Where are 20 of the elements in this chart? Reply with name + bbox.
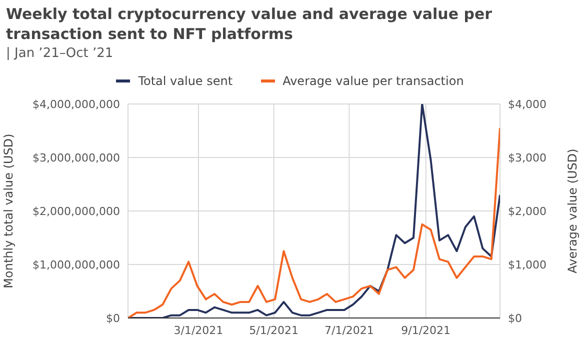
- x-tick-label: 5/1/2021: [249, 324, 299, 337]
- legend-label: Total value sent: [138, 74, 233, 88]
- y2-tick-label: $0: [508, 312, 522, 325]
- y2-axis-title: Average value (USD): [565, 148, 580, 274]
- y-tick-label: $1,000,000,000: [32, 258, 120, 272]
- chart-title: Weekly total cryptocurrency value and average value per transaction sent to NFT platforms: [6, 4, 494, 44]
- legend-label: Average value per transaction: [282, 74, 464, 88]
- y-tick-label: $2,000,000,000: [32, 204, 120, 218]
- y-axis-title: Monthly total value (USD): [1, 134, 16, 288]
- y-tick-label: $4,000,000,000: [32, 98, 120, 111]
- y-tick-label: $3,000,000,000: [32, 151, 120, 164]
- y-tick-label: $0: [106, 312, 120, 325]
- y2-tick-label: $3,000: [508, 151, 546, 164]
- x-tick-label: 9/1/2021: [401, 324, 451, 337]
- x-tick-label: 3/1/2021: [174, 324, 224, 337]
- y2-tick-label: $4,000: [508, 98, 546, 111]
- y2-tick-label: $2,000: [508, 204, 546, 218]
- chart-subtitle: | Jan ’21–Oct ’21: [6, 46, 114, 61]
- x-tick-label: 7/1/2021: [324, 324, 374, 337]
- y2-tick-label: $1,000: [508, 258, 546, 272]
